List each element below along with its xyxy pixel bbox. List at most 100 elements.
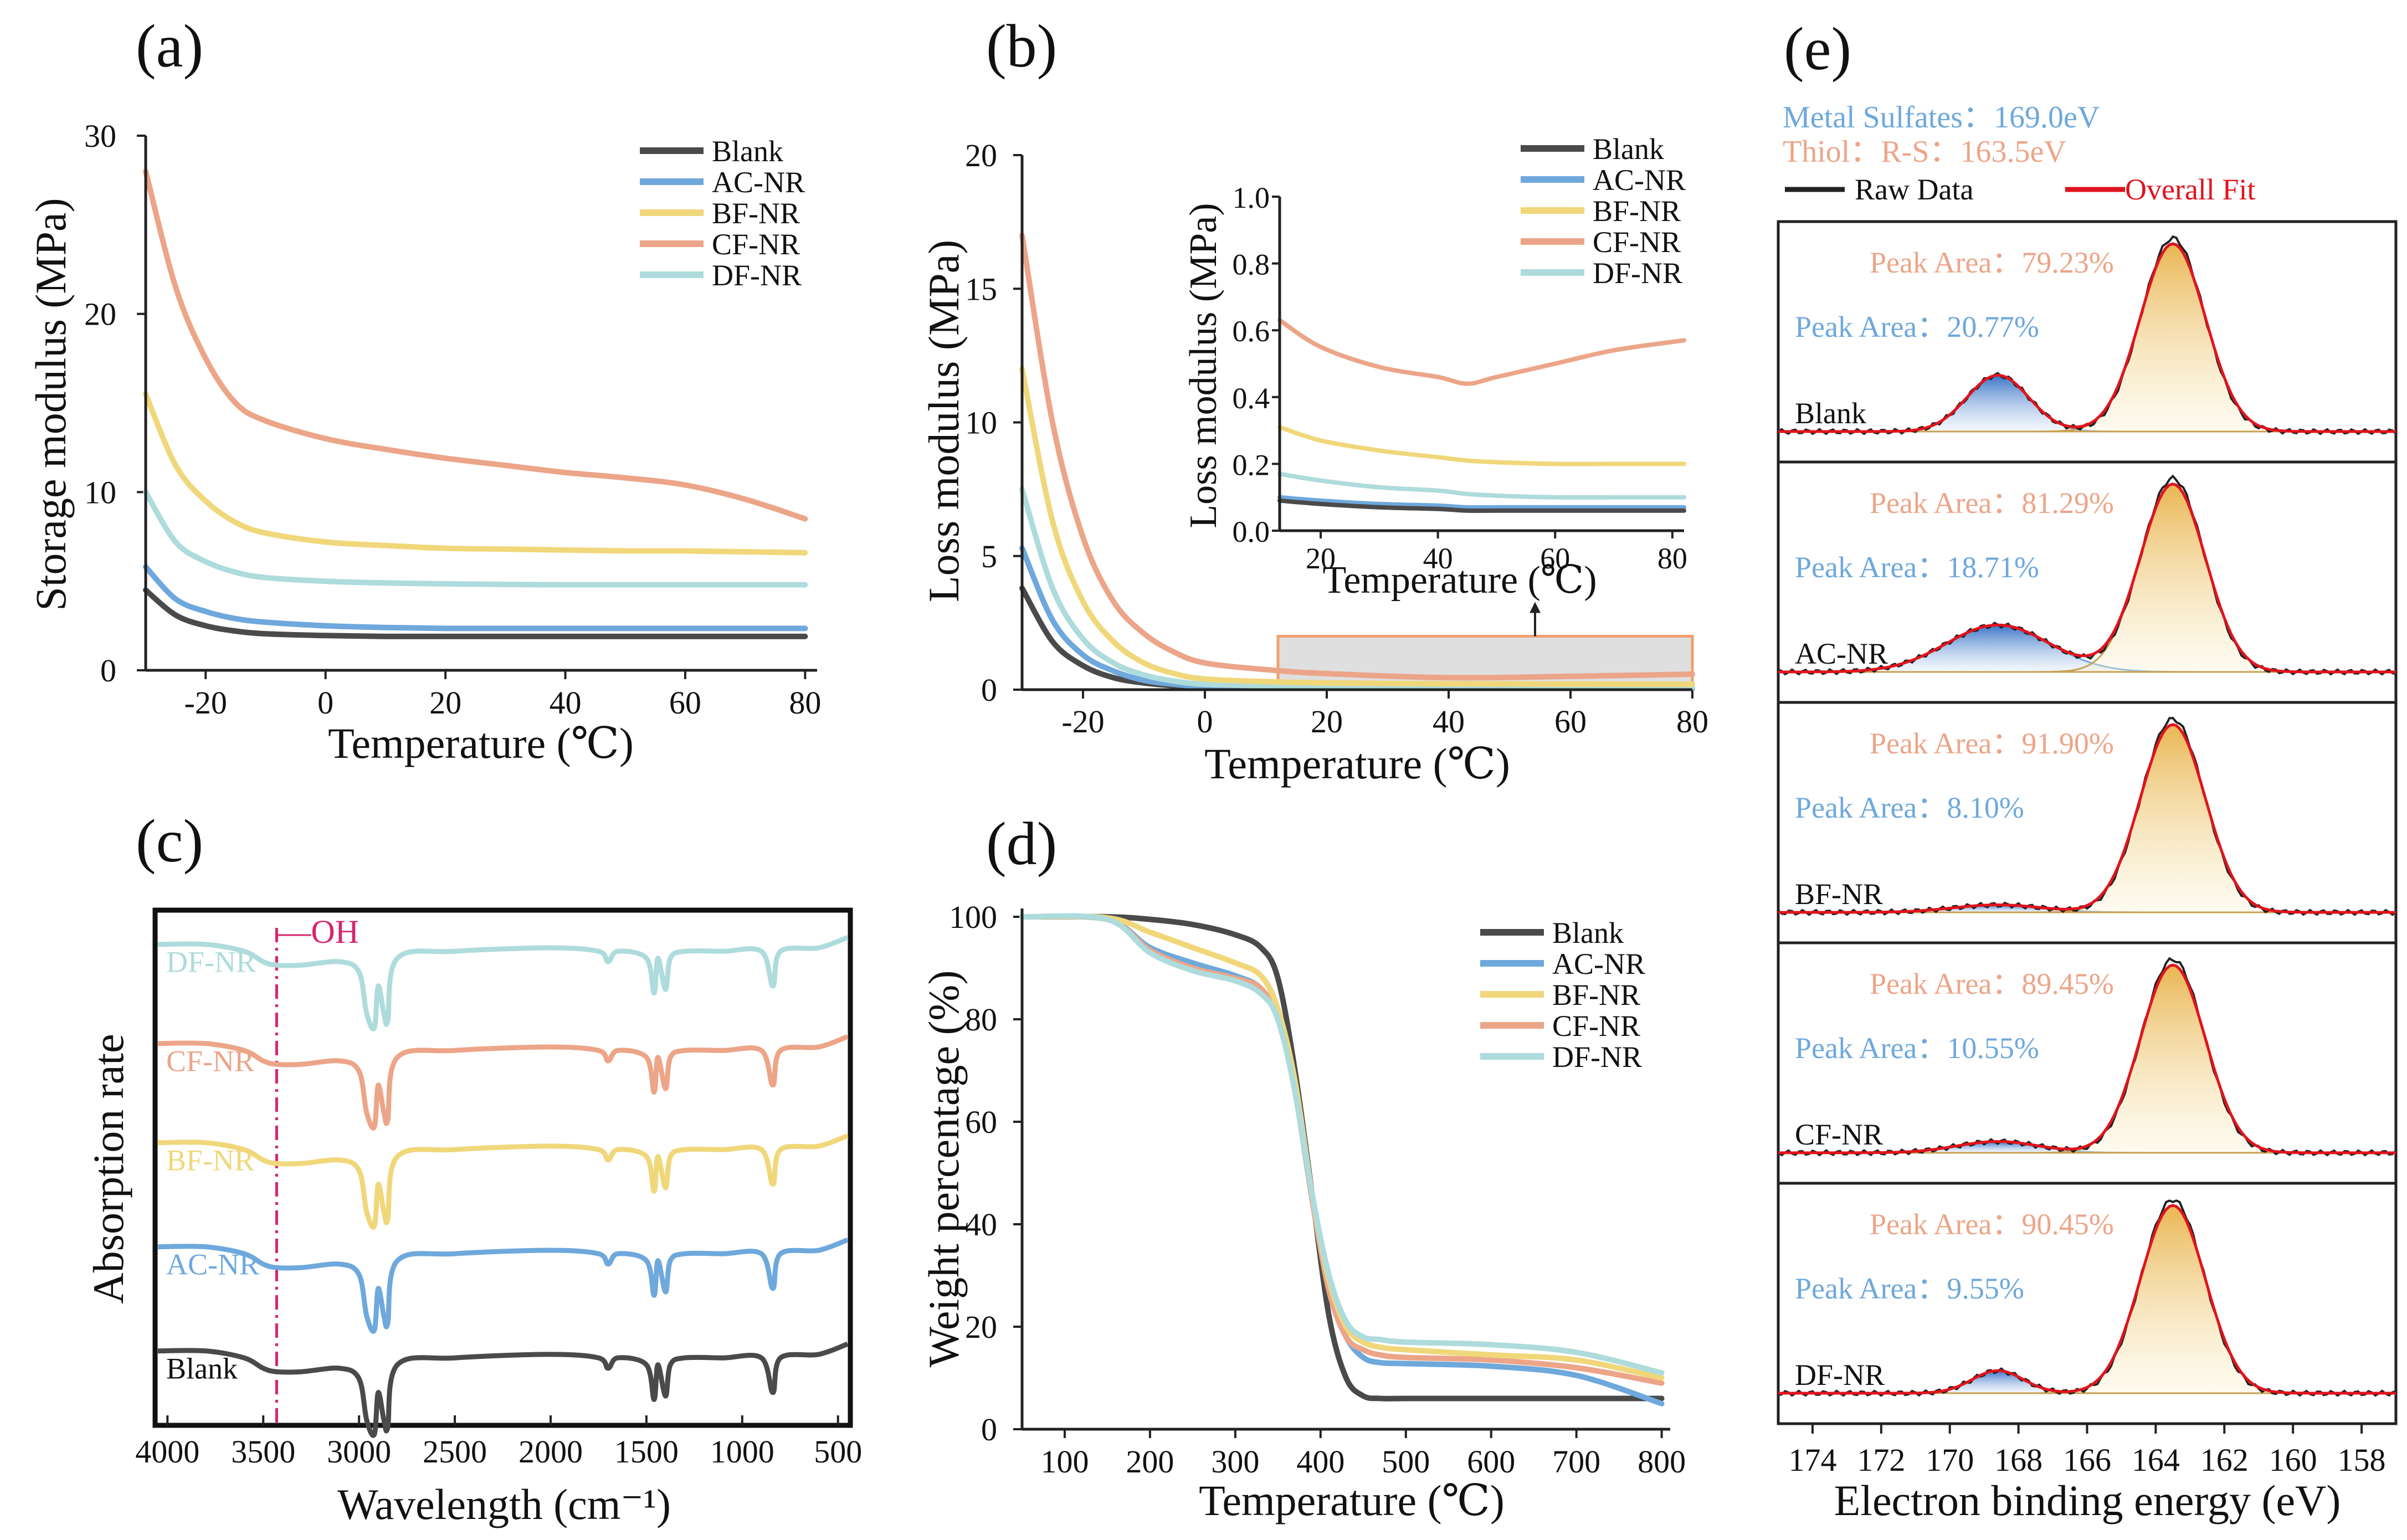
panel-e-xtick-label: 158 [2338, 1442, 2386, 1478]
panel-c-xtick-label: 1000 [710, 1434, 774, 1470]
panel-b-xtick-label: 60 [1554, 704, 1587, 740]
panel-c-xtick-label: 2500 [423, 1434, 487, 1470]
panel-a-line-cf-nr [143, 168, 808, 522]
thiol-area-label-ac-nr: Peak Area：81.29% [1870, 486, 2114, 520]
raw-data-legend-label: Raw Data [1855, 173, 1973, 206]
panel-a-line-ac-nr [143, 564, 808, 632]
panel-d-xtick-label: 400 [1296, 1444, 1344, 1480]
panel-c-label: (c) [136, 807, 203, 875]
panel-b-legend-label-blank: Blank [1593, 132, 1664, 166]
overall-fit-ac-nr [1778, 482, 2396, 674]
panel-e-label: (e) [1784, 15, 1851, 83]
panel-d-ylabel: Weight percentage (%) [920, 970, 968, 1367]
panel-c-xtick-label: 3000 [327, 1434, 391, 1470]
panel-c-xtick-label: 500 [814, 1434, 862, 1470]
panel-b: (b) -20 0 20 40 60 80 0 5 10 15 20 Temperature (℃)… [920, 12, 1708, 788]
panel-a-series [143, 168, 808, 640]
panel-a-line-blank [143, 587, 808, 640]
panel-b-ticks: -20 0 20 40 60 80 0 5 10 15 20 [965, 137, 1708, 740]
panel-e-xtick-label: 174 [1788, 1442, 1836, 1478]
inset-ytick-label: 0.2 [1233, 448, 1270, 481]
inset-line-cf-nr [1277, 318, 1686, 386]
panel-e-ticks: 174 172 170 168 166 164 162 160 158 [1788, 1424, 2386, 1478]
inset-line-blank [1277, 498, 1686, 514]
sample-label-ac-nr: AC-NR [1795, 637, 1888, 670]
panel-c-trace-cf-nr [157, 1034, 849, 1131]
panel-b-ytick-label: 5 [981, 538, 997, 574]
panel-b-ylabel: Loss modulus (MPa) [920, 240, 968, 602]
panel-a-line-df-nr [143, 489, 808, 588]
panel-d-series [1019, 913, 1665, 1406]
thiol-area-label-df-nr: Peak Area：90.45% [1870, 1208, 2114, 1241]
sulfate-area-label-ac-nr: Peak Area：18.71% [1795, 551, 2039, 584]
panel-d-xtick-label: 700 [1552, 1444, 1600, 1480]
panel-d-xtick-label: 100 [1040, 1444, 1089, 1480]
inset-line-df-nr [1277, 471, 1686, 500]
panel-d-xtick-label: 600 [1467, 1444, 1515, 1480]
panel-e-xtick-label: 172 [1857, 1442, 1905, 1478]
panel-d-ytick-label: 60 [965, 1104, 997, 1140]
panel-a-xtick-label: 80 [789, 685, 821, 721]
panel-c-trace-label-df-nr: DF-NR [166, 946, 256, 979]
panel-d-legend-label-blank: Blank [1552, 916, 1624, 949]
overall-fit-cf-nr [1778, 963, 2396, 1154]
sample-label-cf-nr: CF-NR [1795, 1118, 1883, 1151]
panel-c-trace-blank [157, 1341, 849, 1438]
panel-e-xtick-label: 170 [1926, 1442, 1974, 1478]
inset-xtick-label: 20 [1306, 542, 1336, 575]
panel-b-inset: 20 40 60 80 0.0 0.2 0.4 0.6 0.8 1.0 Temperature (… [1182, 181, 1687, 602]
panel-c-ylabel: Absorption rate [84, 1034, 132, 1303]
panel-a-xtick-label: -20 [184, 685, 227, 721]
panel-d-legend-label-cf-nr: CF-NR [1552, 1009, 1640, 1043]
inset-ytick-label: 0.0 [1233, 515, 1270, 548]
panel-b-legend-label-bf-nr: BF-NR [1593, 194, 1681, 228]
panel-b-line-bf-nr [1019, 366, 1695, 687]
sulfate-area-label-blank: Peak Area：20.77% [1795, 310, 2039, 343]
panel-e-xtick-label: 162 [2200, 1442, 2249, 1478]
panel-b-ytick-label: 20 [965, 137, 997, 173]
panel-a-legend-label-cf-nr: CF-NR [712, 228, 800, 261]
panel-b-ytick-label: 10 [965, 405, 997, 441]
panel-d-ytick-label: 20 [965, 1309, 997, 1345]
overall-fit-bf-nr [1778, 723, 2396, 914]
panel-b-line-df-nr [1019, 486, 1695, 690]
thiol-legend: Thiol：R-S：163.5eV [1783, 135, 2066, 169]
panel-d-xtick-label: 200 [1126, 1444, 1174, 1480]
panel-a-label: (a) [136, 12, 203, 80]
panel-d-xtick-label: 300 [1211, 1444, 1259, 1480]
inset-line-bf-nr [1277, 425, 1686, 466]
panel-d-line-df-nr [1019, 913, 1665, 1376]
panel-d-label: (d) [986, 810, 1057, 877]
panel-c-trace-label-bf-nr: BF-NR [166, 1144, 254, 1177]
panel-b-xtick-label: 80 [1676, 704, 1708, 740]
panel-e: (e) Metal Sulfates：169.0eV Thiol：R-S：163… [1777, 15, 2398, 1524]
panel-c-trace-label-ac-nr: AC-NR [166, 1248, 259, 1281]
panel-a-ytick-label: 30 [84, 118, 116, 154]
panel-c-trace-label-cf-nr: CF-NR [166, 1045, 254, 1078]
inset-xlabel: Temperature (℃) [1322, 559, 1597, 602]
panel-d-ytick-label: 40 [965, 1207, 997, 1243]
sample-label-blank: Blank [1795, 397, 1866, 430]
inset-ytick-label: 0.6 [1233, 315, 1270, 348]
panel-b-ytick-label: 15 [965, 271, 997, 307]
sulfate-area-label-df-nr: Peak Area：9.55% [1795, 1272, 2024, 1305]
sulfate-area-label-bf-nr: Peak Area：8.10% [1795, 791, 2024, 824]
sulfate-legend: Metal Sulfates：169.0eV [1783, 100, 2100, 135]
inset-ytick-label: 1.0 [1233, 181, 1270, 214]
inset-xtick-label: 60 [1540, 542, 1570, 575]
panel-a-ylabel: Storage modulus (MPa) [27, 198, 75, 610]
panel-e-xtick-label: 160 [2269, 1442, 2317, 1478]
panel-a-ticks: -20 0 20 40 60 80 0 10 20 30 [84, 118, 821, 721]
thiol-area-label-blank: Peak Area：79.23% [1870, 246, 2114, 279]
panel-b-xtick-label: 40 [1433, 704, 1465, 740]
panel-a-xtick-label: 20 [429, 685, 461, 721]
panel-d-ytick-label: 80 [965, 1002, 997, 1038]
panel-b-label: (b) [986, 12, 1057, 80]
panel-c-trace-ac-nr [157, 1237, 849, 1334]
panel-a-legend-label-ac-nr: AC-NR [712, 166, 805, 199]
panel-c-xtick-label: 1500 [614, 1434, 679, 1470]
panel-a-xtick-label: 60 [669, 685, 701, 721]
panel-e-xtick-label: 168 [1994, 1442, 2042, 1478]
sample-label-df-nr: DF-NR [1795, 1358, 1885, 1392]
